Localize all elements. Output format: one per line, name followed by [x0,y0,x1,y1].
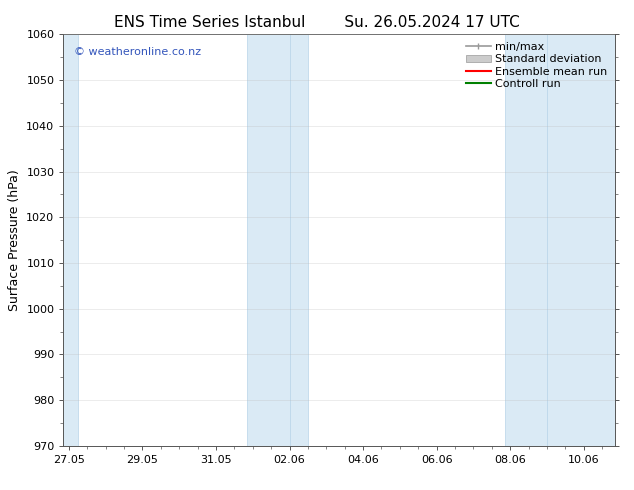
Legend: min/max, Standard deviation, Ensemble mean run, Controll run: min/max, Standard deviation, Ensemble me… [464,40,609,91]
Text: ENS Time Series Istanbul        Su. 26.05.2024 17 UTC: ENS Time Series Istanbul Su. 26.05.2024 … [114,15,520,30]
Bar [247,34,308,446]
Bar [505,34,615,446]
Y-axis label: Surface Pressure (hPa): Surface Pressure (hPa) [8,169,21,311]
Bar [63,34,78,446]
Text: © weatheronline.co.nz: © weatheronline.co.nz [74,47,202,57]
